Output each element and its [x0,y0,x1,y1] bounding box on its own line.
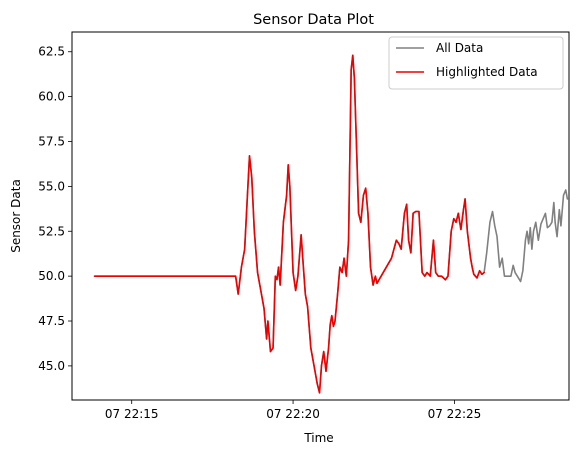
chart-title: Sensor Data Plot [253,12,374,28]
y-tick-label: 47.5 [38,314,65,328]
x-tick-label: 07 22:25 [428,407,482,421]
plot-frame [71,31,570,401]
y-tick-label: 52.5 [38,224,65,238]
legend-label-highlighted-data: Highlighted Data [436,65,538,79]
x-axis-label: Time [303,431,333,445]
x-tick-label: 07 22:20 [266,407,320,421]
y-tick-label: 62.5 [38,45,65,59]
y-tick-label: 57.5 [38,135,65,149]
x-tick-label: 07 22:15 [105,407,159,421]
legend: All Data Highlighted Data [388,36,564,90]
legend-label-all-data: All Data [436,41,483,55]
y-tick-label: 60.0 [38,90,65,104]
y-tick-label: 55.0 [38,179,65,193]
series-line-highlighted-data [93,54,485,394]
ticks-layer: 07 22:15 07 22:20 07 22:25 45.0 47.5 50.0 52.5… [38,45,481,421]
legend-box [388,36,564,90]
series-layer [93,54,569,394]
y-tick-label: 50.0 [38,269,65,283]
y-axis-label: Sensor Data [9,179,23,253]
y-tick-label: 45.0 [38,359,65,373]
